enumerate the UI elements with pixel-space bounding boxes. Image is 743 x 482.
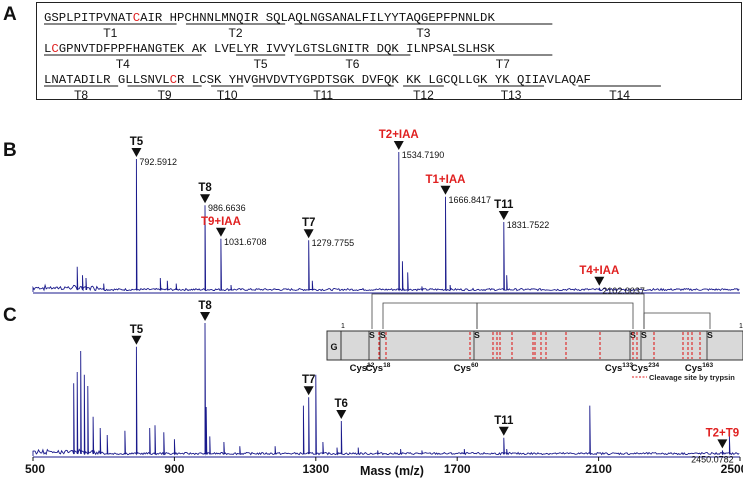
cys-label: Cys18 (366, 362, 391, 374)
peak-label: T6 (335, 398, 348, 410)
panel-label-a: A (3, 4, 17, 25)
disulfide-bond (382, 302, 478, 329)
s-label: S (380, 330, 386, 340)
peak-label: T2+IAA (379, 129, 419, 141)
cys-label: Cys234 (631, 362, 660, 374)
start-label: 1 (341, 323, 345, 330)
spectrum-trace (32, 151, 740, 292)
peak-marker (215, 227, 226, 237)
sequence-line: LCGPNVTDFPPFHANGTEK AK LVELYR IVVYLGTSLG… (44, 42, 495, 56)
peak-mz: 1534.7190 (402, 150, 445, 160)
peak-marker (498, 426, 509, 436)
panel-label-c: C (3, 305, 17, 326)
x-tick-label: 900 (164, 462, 184, 476)
x-axis-label: Mass (m/z) (360, 464, 424, 478)
fragment-label: T4 (116, 57, 130, 71)
peak-marker (336, 410, 347, 419)
fragment-label: T14 (609, 88, 630, 99)
peak-label: T1+IAA (426, 174, 466, 186)
peak-marker (498, 211, 509, 220)
s-label: S (707, 330, 713, 340)
peak-marker (717, 439, 728, 449)
fragment-label: T13 (501, 88, 522, 99)
peak-marker (303, 229, 314, 239)
peak-label: T11 (494, 199, 514, 211)
spectrum-b: T5 792.5912 T8 986.6636 T9+IAA 1031.6708 T7 127… (32, 129, 740, 296)
peak-label: T11 (494, 415, 514, 427)
peak-mz: 1831.7522 (507, 220, 550, 230)
sequence-line: GSPLPITPVNATCAIR HPCHNNLMNQIR SQLAQLNGSA… (44, 11, 495, 25)
spectrum-trace (32, 322, 740, 456)
peak-label: T4+IAA (579, 265, 619, 277)
x-tick-label: 2100 (585, 462, 612, 476)
peak-mz: 1031.6708 (224, 237, 267, 247)
x-tick-label: 1300 (302, 462, 329, 476)
peak-mz: 1666.8417 (448, 195, 491, 205)
disulfide-bond (371, 293, 645, 329)
fragment-label: T7 (496, 57, 510, 71)
peak-marker (594, 276, 605, 286)
end-label: 1 (739, 323, 743, 330)
peak-marker (200, 312, 211, 321)
sequence-box: GSPLPITPVNATCAIR HPCHNNLMNQIR SQLAQLNGSA… (36, 2, 742, 102)
s-label: S (474, 330, 480, 340)
peak-marker (440, 185, 451, 195)
fragment-label: T3 (416, 26, 430, 40)
s-label: S (630, 330, 636, 340)
legend-text: Cleavage site by trypsin (649, 373, 735, 382)
cys-label: Cys133 (605, 362, 634, 374)
peak-mz: 986.6636 (208, 203, 246, 213)
fragment-label: T8 (74, 88, 88, 99)
fragment-label: T12 (413, 88, 434, 99)
peak-label: T8 (198, 182, 212, 194)
panel-label-b: B (3, 140, 17, 161)
spectrum-c: T5 T8 T7 T6 T11 T2+T9 2450.0782 (32, 300, 740, 464)
peak-label: T5 (130, 136, 144, 148)
sequence-svg: GSPLPITPVNATCAIR HPCHNNLMNQIR SQLAQLNGSA… (44, 11, 661, 102)
fragment-label: T10 (217, 88, 238, 99)
fragment-label: T2 (229, 26, 243, 40)
fragment-label: T11 (313, 88, 333, 99)
fragment-label: T1 (103, 26, 117, 40)
disulfide-bond (643, 312, 711, 329)
cys-label: Cys163 (685, 362, 714, 374)
fragment-label: T6 (345, 57, 359, 71)
peak-label: T7 (302, 217, 315, 229)
cys-label: Cys60 (454, 362, 479, 374)
peak-marker (303, 386, 314, 396)
peak-mz: 1279.7755 (312, 238, 355, 248)
x-tick-label: 1700 (444, 462, 471, 476)
peak-label: T5 (130, 324, 144, 336)
disulfide-bond (476, 302, 634, 329)
peak-marker (393, 141, 404, 150)
s-label: S (369, 330, 375, 340)
peak-label: T7 (302, 374, 315, 386)
g-label: G (330, 342, 337, 352)
peak-mz: 792.5912 (139, 157, 177, 167)
peak-mz: 2102.0037 (602, 286, 645, 296)
peak-label: T9+IAA (201, 216, 241, 228)
x-tick-label: 500 (25, 462, 45, 476)
protein-bar (326, 330, 743, 361)
peak-marker (131, 335, 142, 345)
peak-label: T2+T9 (706, 427, 740, 439)
fragment-label: T9 (158, 88, 172, 99)
peak-mz: 2450.0782 (691, 454, 734, 464)
peak-marker (131, 148, 142, 157)
fragment-label: T5 (254, 57, 268, 71)
s-label: S (641, 330, 647, 340)
cys-label: Cys12 (350, 362, 375, 374)
sequence-line: LNATADILR GLLSNVLCR LCSK YHVGHVDVTYGPDTS… (44, 73, 591, 87)
peak-marker (200, 194, 211, 204)
peak-label: T8 (198, 300, 212, 312)
